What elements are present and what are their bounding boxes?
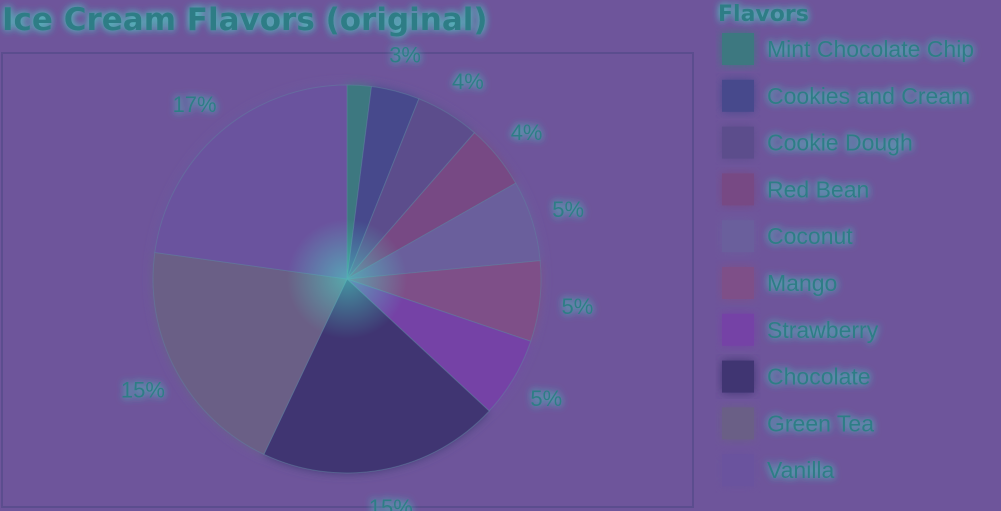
- legend-label-red-bean: Red Bean: [767, 176, 869, 202]
- legend-label-mint-chocolate-chip: Mint Chocolate Chip: [767, 36, 974, 62]
- legend-label-chocolate: Chocolate: [767, 364, 871, 390]
- legend-label-mango: Mango: [767, 270, 837, 296]
- pie-slice-vanilla: [154, 84, 348, 280]
- legend-swatch-mango: [722, 267, 754, 299]
- legend-swatch-coconut: [722, 220, 754, 253]
- slice-label-strawberry: 5%: [530, 386, 562, 411]
- slice-label-cookie-dough: 4%: [452, 69, 484, 94]
- slice-label-mango: 5%: [562, 294, 594, 319]
- legend-label-green-tea: Green Tea: [767, 410, 874, 436]
- legend-swatch-chocolate: [722, 360, 754, 393]
- legend: Mint Chocolate Chip Cookies and Cream Cook…: [722, 33, 974, 487]
- pie-slice-chocolate: [263, 278, 490, 474]
- slice-label-coconut: 5%: [552, 197, 584, 222]
- pie-center-glow: [287, 219, 407, 339]
- slice-label-green-tea: 15%: [121, 377, 165, 402]
- plot-frame: [1, 52, 694, 508]
- legend-label-cookies-and-cream: Cookies and Cream: [767, 83, 970, 109]
- legend-swatch-strawberry: [722, 313, 754, 346]
- slice-label-chocolate: 15%: [369, 495, 413, 511]
- legend-label-strawberry: Strawberry: [767, 317, 879, 343]
- legend-label-coconut: Coconut: [767, 223, 853, 249]
- legend-title: Flavors: [718, 2, 809, 27]
- legend-swatch-cookie-dough: [722, 126, 754, 159]
- legend-swatch-cookies-and-cream: [722, 79, 754, 112]
- legend-swatch-vanilla: [722, 454, 754, 487]
- chart-title: Ice Cream Flavors (original): [2, 2, 488, 38]
- legend-label-cookie-dough: Cookie Dough: [767, 130, 913, 156]
- slice-label-vanilla: 17%: [173, 92, 217, 117]
- legend-swatch-mint-chocolate-chip: [722, 33, 754, 65]
- legend-swatch-red-bean: [722, 173, 754, 206]
- legend-label-vanilla: Vanilla: [767, 457, 835, 483]
- slice-label-cookies-and-cream: 3%: [389, 42, 421, 67]
- slice-label-red-bean: 4%: [511, 120, 543, 145]
- pie-labels: 3% 4% 4% 5% 5% 5% 15% 15% 17%: [121, 42, 593, 511]
- legend-swatch-green-tea: [722, 407, 754, 440]
